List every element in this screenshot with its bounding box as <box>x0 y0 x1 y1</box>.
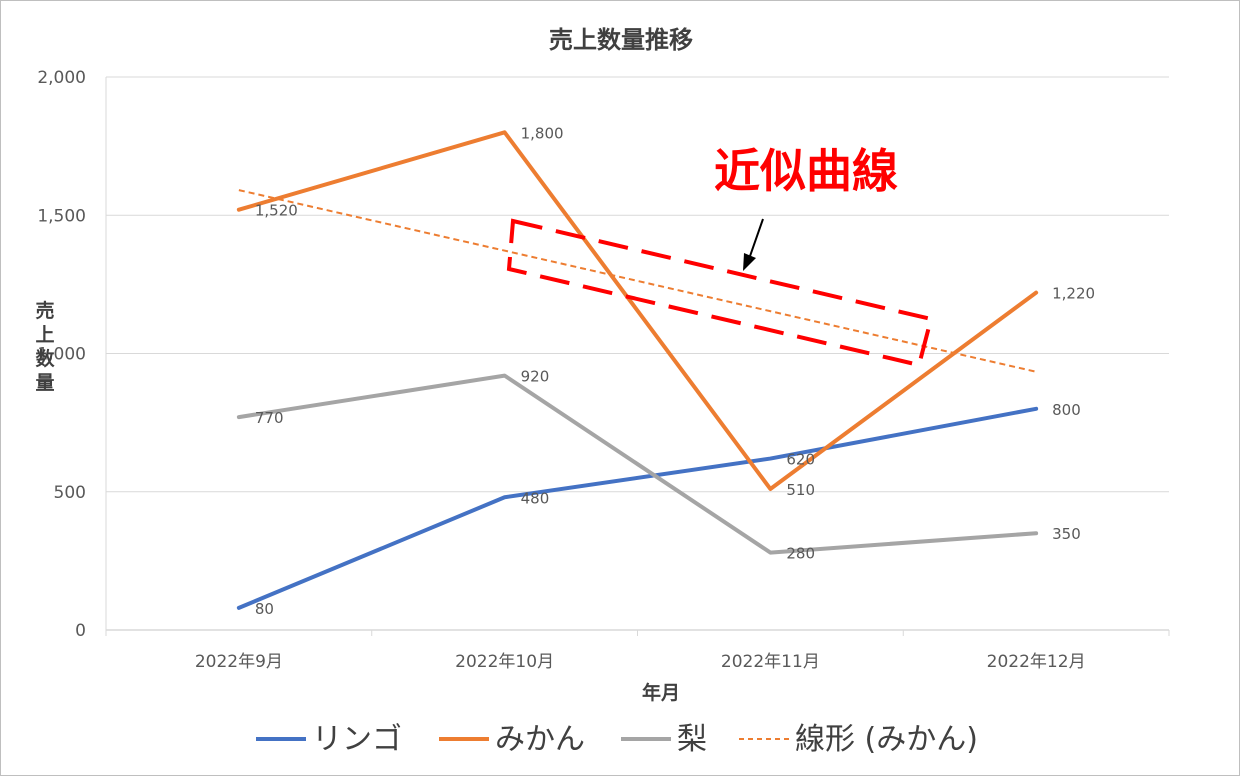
data-label: 350 <box>1052 525 1081 543</box>
series-line-3 <box>239 376 1036 553</box>
legend-item: 梨 <box>621 722 707 757</box>
legend-label: 梨 <box>677 722 707 757</box>
data-label: 1,800 <box>521 124 564 142</box>
data-label: 510 <box>786 481 815 499</box>
data-label: 800 <box>1052 401 1081 419</box>
data-label: 770 <box>255 409 284 427</box>
data-label: 1,520 <box>255 202 298 220</box>
annotation-text: 近似曲線 <box>714 144 898 198</box>
trendline <box>239 190 1036 372</box>
trendline-layer <box>239 190 1036 372</box>
legend-label: リンゴ <box>312 722 402 757</box>
legend-item: 線形 (みかん) <box>739 722 978 757</box>
y-tick-label: 2,000 <box>37 68 86 88</box>
annotation-box <box>509 221 931 365</box>
y-tick-label: 500 <box>54 483 86 503</box>
legend-label: みかん <box>495 722 585 757</box>
data-label: 920 <box>521 368 550 386</box>
annotation-layer: 近似曲線 <box>509 144 931 365</box>
data-label: 480 <box>521 489 550 507</box>
legend: リンゴ みかん 梨 線形 (みかん) <box>256 722 978 757</box>
annotation-arrow-head <box>743 253 756 271</box>
chart-title: 売上数量推移 <box>549 26 693 54</box>
x-tick-label: 2022年9月 <box>195 652 283 672</box>
series-line-1 <box>239 409 1036 608</box>
legend-item: みかん <box>439 722 585 757</box>
y-tick-label: 1,500 <box>37 206 86 226</box>
data-label: 1,220 <box>1052 285 1095 303</box>
data-label: 620 <box>786 451 815 469</box>
data-labels: 80 480 620 800 1,520 1,800 510 1,220 770 920 280 35… <box>255 124 1095 618</box>
legend-label: 線形 (みかん) <box>795 722 978 757</box>
series-line-2 <box>239 132 1036 489</box>
annotation-arrow <box>749 219 763 259</box>
gridlines <box>106 77 1169 492</box>
x-tick-label: 2022年10月 <box>455 652 554 672</box>
x-tick-label: 2022年12月 <box>987 652 1086 672</box>
legend-item: リンゴ <box>256 722 402 757</box>
x-axis-title: 年月 <box>642 681 680 704</box>
y-tick-label: 0 <box>75 621 86 641</box>
data-label: 280 <box>786 545 815 563</box>
data-label: 80 <box>255 600 274 618</box>
series-lines <box>239 132 1036 608</box>
x-tick-label: 2022年11月 <box>721 652 820 672</box>
